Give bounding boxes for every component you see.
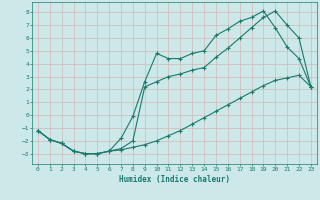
X-axis label: Humidex (Indice chaleur): Humidex (Indice chaleur) <box>119 175 230 184</box>
